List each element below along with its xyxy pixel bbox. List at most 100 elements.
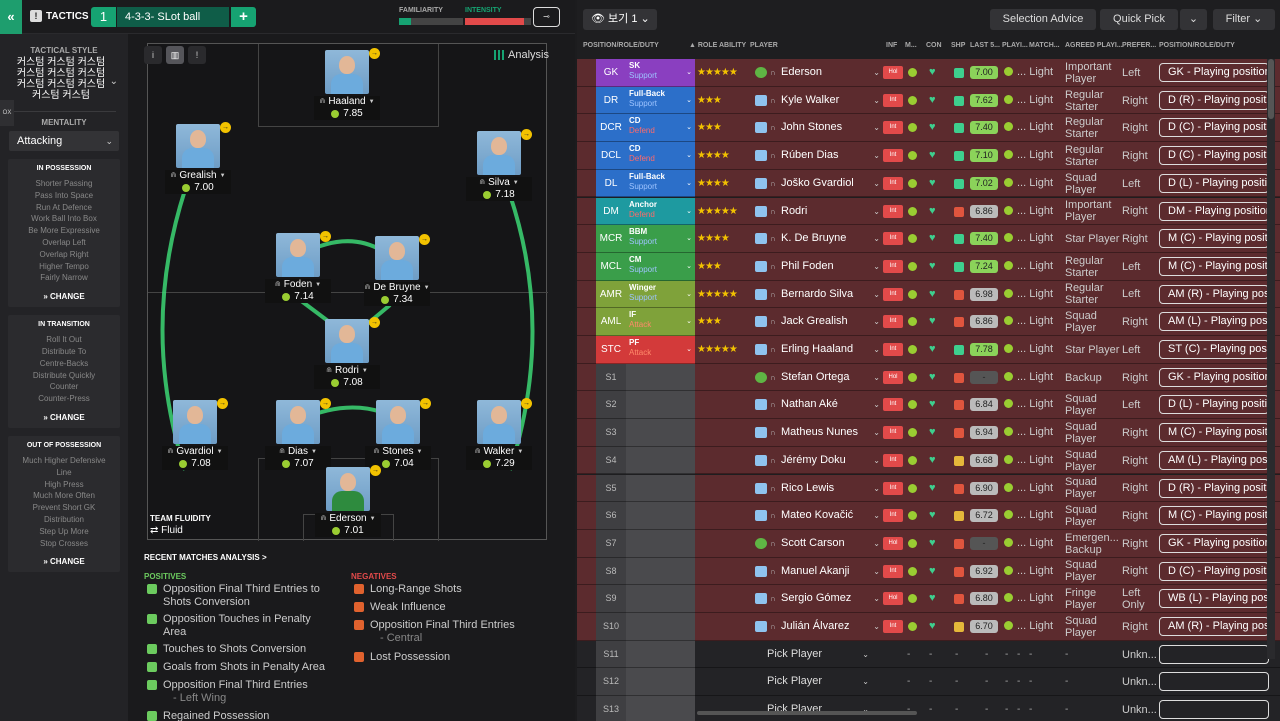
table-row[interactable]: S5 ∩ Rico Lewis ⌄ Int ♥ 6.90 ... Light Squad Pla…	[577, 474, 1280, 503]
table-row[interactable]: AML IF Attack ⌄ ★★★ ∩ Jack Grealish ⌄ Int ♥ 6.86..…	[577, 308, 1280, 336]
player-cell[interactable]: ∩ Kyle Walker ⌄	[752, 87, 880, 115]
position-role-duty-dropdown[interactable]: M (C) - Playing position	[1159, 229, 1269, 249]
role-duty-dropdown[interactable]: Full-Back Support ⌄	[626, 169, 695, 198]
player-cell[interactable]: ∩ Joško Gvardiol ⌄	[752, 170, 880, 198]
table-row[interactable]: MCL CM Support ⌄ ★★★ ∩ Phil Foden ⌄ Int ♥ 7.24... …	[577, 252, 1280, 281]
position-role-duty-dropdown[interactable]: M (C) - Playing position	[1159, 506, 1269, 526]
col-position[interactable]: POSITION/ROLE/DUTY	[583, 42, 659, 49]
change-out-of-possession-button[interactable]: » CHANGE	[43, 557, 85, 567]
player-cell[interactable]: ∩ Ederson ⌄	[752, 59, 880, 87]
player-card[interactable]: → ⋒ Dias ▼ 7.07	[263, 398, 333, 470]
role-duty-dropdown[interactable]: Anchor Defend ⌄	[626, 197, 695, 226]
position-role-duty-dropdown[interactable]: AM (L) - Playing position	[1159, 312, 1269, 332]
sidebar-tab[interactable]: OX	[0, 100, 14, 126]
tactical-style-value[interactable]: 커스텀 커스텀 커스텀 커스텀 커스텀 커스텀 커스텀 커스텀 커스텀 커스텀 커스텀	[0, 57, 128, 101]
alert-icon[interactable]: !	[188, 46, 206, 64]
col-preferred[interactable]: PREFER...	[1122, 42, 1157, 49]
player-card[interactable]: → ⋒ Walker ▼ 7.29	[464, 398, 534, 470]
pick-player-dropdown[interactable]: Pick Player ⌄	[767, 696, 877, 721]
quick-pick-button[interactable]: Quick Pick	[1100, 9, 1178, 30]
table-row[interactable]: DL Full-Back Support ⌄ ★★★★ ∩ Joško Gvardiol ⌄ I…	[577, 169, 1280, 198]
table-row[interactable]: DCR CD Defend ⌄ ★★★ ∩ John Stones ⌄ Int ♥ 7.40... …	[577, 114, 1280, 143]
info-icon[interactable]: i	[144, 46, 162, 64]
position-role-duty-dropdown[interactable]: D (L) - Playing position	[1159, 395, 1269, 415]
player-cell[interactable]: ∩ Matheus Nunes ⌄	[752, 419, 880, 447]
position-role-duty-dropdown[interactable]: GK - Playing position	[1159, 533, 1269, 553]
tactic-slot-button[interactable]: 1	[91, 7, 116, 27]
position-role-duty-dropdown[interactable]: GK - Playing position	[1159, 367, 1269, 387]
position-role-duty-dropdown[interactable]	[1159, 700, 1269, 720]
position-role-duty-dropdown[interactable]: D (L) - Playing position	[1159, 173, 1269, 193]
col-morale[interactable]: M...	[905, 42, 917, 49]
position-role-duty-dropdown[interactable]: D (C) - Playing position	[1159, 146, 1269, 166]
player-cell[interactable]: ∩ Mateo Kovačić ⌄	[752, 502, 880, 530]
position-role-duty-dropdown[interactable]: AM (L) - Playing position	[1159, 450, 1269, 470]
player-card[interactable]: → ⋒ Stones ▼ 7.04	[363, 398, 433, 470]
player-cell[interactable]: ∩ Sergio Gómez ⌄	[752, 585, 880, 613]
table-row[interactable]: AMR Winger Support ⌄ ★★★★★ ∩ Bernardo Silva ⌄ In…	[577, 280, 1280, 309]
table-row[interactable]: S8 ∩ Manuel Akanji ⌄ Int ♥ 6.92 ... Light Squad …	[577, 557, 1280, 586]
vertical-scrollbar[interactable]	[1267, 59, 1275, 659]
player-cell[interactable]: ∩ Phil Foden ⌄	[752, 253, 880, 281]
player-cell[interactable]: ∩ Nathan Aké ⌄	[752, 391, 880, 419]
col-last5[interactable]: LAST 5...	[970, 42, 1000, 49]
col-agreed[interactable]: AGREED PLAYI...	[1065, 42, 1123, 49]
table-row[interactable]: S3 ∩ Matheus Nunes ⌄ Int ♥ 6.94 ... Light Squad …	[577, 419, 1280, 447]
player-cell[interactable]: ∩ Rodri ⌄	[752, 198, 880, 226]
player-cell[interactable]: ∩ John Stones ⌄	[752, 114, 880, 142]
table-row[interactable]: S13 Pick Player ⌄ - - - - - - - - Unkn...	[577, 696, 1280, 721]
position-role-duty-dropdown[interactable]: D (C) - Playing position	[1159, 118, 1269, 138]
player-cell[interactable]: ∩ Julián Álvarez ⌄	[752, 613, 880, 641]
position-role-duty-dropdown[interactable]: M (C) - Playing position	[1159, 423, 1269, 443]
table-row[interactable]: S4 ∩ Jérémy Doku ⌄ Int ♥ 6.68 ... Light Squad Pl…	[577, 446, 1280, 475]
tactic-name-field[interactable]: 4-3-3- SLot ball	[117, 7, 229, 27]
role-duty-dropdown[interactable]: SK Support ⌄	[626, 59, 695, 87]
player-card[interactable]: → ⋒ Silva ▼ 7.18	[464, 129, 534, 201]
position-role-duty-dropdown[interactable]: D (C) - Playing position	[1159, 561, 1269, 581]
position-role-duty-dropdown[interactable]	[1159, 672, 1269, 692]
role-duty-dropdown[interactable]: CM Support ⌄	[626, 252, 695, 281]
filter-button[interactable]: Filter ⌄	[1213, 9, 1275, 30]
table-row[interactable]: DR Full-Back Support ⌄ ★★★ ∩ Kyle Walker ⌄ Int ♥ 7…	[577, 86, 1280, 115]
position-role-duty-dropdown[interactable]: D (R) - Playing position	[1159, 90, 1269, 110]
pick-player-dropdown[interactable]: Pick Player ⌄	[767, 641, 877, 668]
player-cell[interactable]: ∩ K. De Bruyne ⌄	[752, 225, 880, 253]
table-row[interactable]: S9 ∩ Sergio Gómez ⌄ Hol ♥ 6.80 ... Light Fringe …	[577, 585, 1280, 613]
table-row[interactable]: DCL CD Defend ⌄ ★★★★ ∩ Rúben Dias ⌄ Int ♥ 7.10... …	[577, 142, 1280, 170]
table-row[interactable]: S10 ∩ Julián Álvarez ⌄ Int ♥ 6.70 ... Light Squa…	[577, 613, 1280, 641]
player-card[interactable]: → ⋒ Foden ▼ 7.14	[263, 231, 333, 303]
table-row[interactable]: S1 ∩ Stefan Ortega ⌄ Hol ♥ -... Light Backup Rig…	[577, 363, 1280, 392]
col-condition[interactable]: CON	[926, 42, 942, 49]
player-cell[interactable]: ∩ Bernardo Silva ⌄	[752, 281, 880, 309]
analysis-button[interactable]: Analysis	[494, 49, 549, 61]
col-player[interactable]: PLAYER	[750, 42, 778, 49]
col-match[interactable]: MATCH...	[1029, 42, 1060, 49]
table-row[interactable]: S12 Pick Player ⌄ - - - - - - - - Unkn...	[577, 668, 1280, 697]
player-card[interactable]: → ⋒ Grealish ▼ 7.00	[163, 122, 233, 194]
table-row[interactable]: S6 ∩ Mateo Kovačić ⌄ Int ♥ 6.72 ... Light Squad …	[577, 502, 1280, 530]
player-cell[interactable]: ∩ Rúben Dias ⌄	[752, 142, 880, 170]
player-cell[interactable]: ∩ Erling Haaland ⌄	[752, 336, 880, 364]
player-cell[interactable]: ∩ Rico Lewis ⌄	[752, 475, 880, 503]
role-duty-dropdown[interactable]: Winger Support ⌄	[626, 280, 695, 309]
player-card[interactable]: → ⋒ Gvardiol ▼ 7.08	[160, 398, 230, 470]
player-card[interactable]: → ⋒ Ederson ▼ 7.01	[313, 465, 383, 537]
player-card[interactable]: → ⋒ Haaland ▼ 7.85	[312, 48, 382, 120]
chevron-down-icon[interactable]: ⌄	[109, 76, 118, 87]
player-cell[interactable]: ∩ Jack Grealish ⌄	[752, 308, 880, 336]
chevron-down-icon[interactable]: ⌄	[1180, 9, 1207, 30]
position-role-duty-dropdown[interactable]	[1159, 644, 1269, 664]
col-role-ability[interactable]: ▲ ROLE ABILITY	[689, 42, 747, 49]
toggle-icon[interactable]: ⊸	[533, 7, 560, 27]
table-row[interactable]: MCR BBM Support ⌄ ★★★★ ∩ K. De Bruyne ⌄ Int ♥ 7.40…	[577, 225, 1280, 253]
col-inf[interactable]: INF	[886, 42, 898, 49]
bar-chart-icon[interactable]: ▥	[166, 46, 184, 64]
position-role-duty-dropdown[interactable]: AM (R) - Playing position	[1159, 617, 1269, 636]
role-duty-dropdown[interactable]: CD Defend ⌄	[626, 114, 695, 143]
change-in-transition-button[interactable]: » CHANGE	[43, 412, 85, 422]
col-playing[interactable]: PLAYI...	[1002, 42, 1028, 49]
table-row[interactable]: S2 ∩ Nathan Aké ⌄ Int ♥ 6.84 ... Light Squad Pla…	[577, 391, 1280, 420]
player-cell[interactable]: ∩ Stefan Ortega ⌄	[752, 364, 880, 392]
position-role-duty-dropdown[interactable]: GK - Playing position	[1159, 63, 1269, 82]
role-duty-dropdown[interactable]: BBM Support ⌄	[626, 225, 695, 253]
